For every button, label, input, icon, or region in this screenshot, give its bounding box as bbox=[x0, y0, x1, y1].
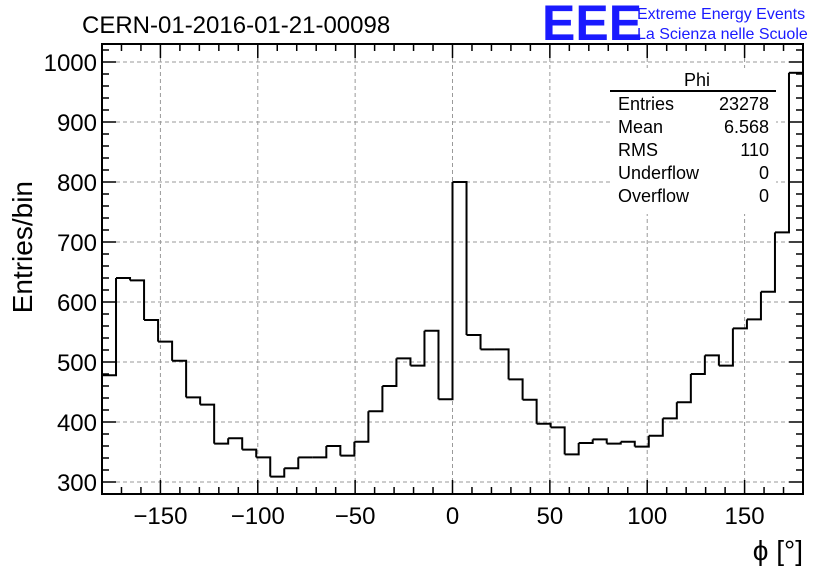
histogram-bin bbox=[200, 403, 216, 444]
y-tick-labels: 300 400 500 600 700 800 900 1000 bbox=[44, 50, 97, 497]
histogram-bin bbox=[242, 448, 258, 458]
eee-logo: EEE Extreme Energy Events La Scienza nel… bbox=[542, 0, 808, 51]
histogram-bin bbox=[634, 435, 650, 448]
stats-label: RMS bbox=[618, 140, 658, 160]
histogram-bin bbox=[396, 357, 412, 366]
histogram-bin bbox=[662, 402, 678, 420]
histogram-bin bbox=[620, 440, 636, 447]
stats-label: Overflow bbox=[618, 186, 690, 206]
histogram-bin bbox=[354, 411, 370, 443]
histogram-bin bbox=[760, 232, 776, 293]
histogram-bin bbox=[690, 355, 706, 375]
histogram-bin bbox=[214, 438, 230, 445]
histogram-bin bbox=[368, 386, 384, 413]
y-tick-label: 500 bbox=[57, 350, 97, 377]
histogram-bin bbox=[284, 457, 300, 470]
x-axis-title: ϕ [°] bbox=[753, 535, 803, 566]
histogram-bin bbox=[312, 446, 328, 459]
histogram-bin bbox=[746, 291, 762, 321]
histogram-bin bbox=[564, 443, 580, 456]
y-tick-label: 400 bbox=[57, 410, 97, 437]
x-tick-label: −150 bbox=[133, 503, 187, 530]
y-tick-label: 900 bbox=[57, 110, 97, 137]
stats-box: Phi Entries 23278 Mean 6.568 RMS 110 Underflow… bbox=[610, 68, 776, 214]
x-tick-label: −50 bbox=[335, 503, 376, 530]
logo-line1: Extreme Energy Events bbox=[637, 6, 805, 23]
histogram-bin bbox=[438, 182, 454, 401]
histogram-bin bbox=[144, 319, 160, 342]
histogram-bin bbox=[578, 439, 594, 444]
stats-label: Entries bbox=[618, 94, 674, 114]
y-axis-title: Entries/bin bbox=[7, 181, 38, 313]
histogram-bin bbox=[452, 181, 468, 335]
histogram-bin bbox=[550, 426, 566, 455]
chart-title: CERN-01-2016-01-21-00098 bbox=[82, 12, 390, 39]
stats-box-background bbox=[610, 68, 776, 214]
x-tick-label: 50 bbox=[537, 503, 564, 530]
histogram-bin bbox=[648, 418, 664, 437]
y-tick-label: 600 bbox=[57, 290, 97, 317]
histogram-bin bbox=[410, 330, 426, 367]
stats-value: 0 bbox=[759, 163, 769, 183]
histogram-bars bbox=[102, 71, 803, 478]
stats-label: Mean bbox=[618, 117, 663, 137]
histogram-bin bbox=[340, 441, 356, 457]
histogram-bin bbox=[676, 374, 692, 404]
histogram-bin bbox=[130, 279, 146, 320]
histogram-bin bbox=[326, 445, 342, 456]
y-tick-label: 700 bbox=[57, 230, 97, 257]
histogram-bin bbox=[382, 358, 398, 387]
histogram-bin bbox=[522, 398, 538, 424]
histogram-bin bbox=[256, 456, 272, 477]
histogram-bin bbox=[704, 354, 720, 366]
logo-mark: EEE bbox=[542, 0, 642, 51]
histogram-bin bbox=[270, 468, 286, 478]
histogram-bin bbox=[536, 422, 552, 428]
histogram-bin bbox=[424, 329, 440, 400]
stats-value: 23278 bbox=[719, 94, 769, 114]
histogram-bin bbox=[494, 348, 510, 380]
histogram-bin bbox=[172, 359, 188, 398]
histogram-bin bbox=[186, 396, 202, 405]
x-tick-label: 100 bbox=[627, 503, 667, 530]
histogram-bin bbox=[592, 438, 608, 444]
stats-value: 110 bbox=[740, 140, 769, 160]
histogram-bin bbox=[732, 319, 748, 330]
histogram-bin bbox=[774, 72, 790, 234]
stats-box-title: Phi bbox=[684, 70, 710, 90]
histogram-bin bbox=[158, 340, 174, 361]
y-tick-label: 1000 bbox=[44, 50, 97, 77]
stats-label: Underflow bbox=[618, 163, 700, 183]
histogram-bin bbox=[228, 437, 244, 450]
stats-value: 6.568 bbox=[724, 117, 769, 137]
axis-ticks bbox=[101, 44, 804, 495]
stats-value: 0 bbox=[759, 186, 769, 206]
logo-line2: La Scienza nelle Scuole bbox=[637, 26, 808, 43]
y-tick-label: 800 bbox=[57, 170, 97, 197]
histogram-bin bbox=[466, 334, 482, 350]
histogram-bin bbox=[718, 328, 734, 367]
x-tick-labels: −150 −100 −50 0 50 100 150 bbox=[133, 503, 764, 530]
y-tick-label: 300 bbox=[57, 470, 97, 497]
x-tick-label: 0 bbox=[446, 503, 459, 530]
x-tick-label: 150 bbox=[725, 503, 765, 530]
histogram-bin bbox=[508, 378, 524, 400]
histogram-bin bbox=[102, 278, 118, 377]
x-tick-label: −100 bbox=[231, 503, 285, 530]
